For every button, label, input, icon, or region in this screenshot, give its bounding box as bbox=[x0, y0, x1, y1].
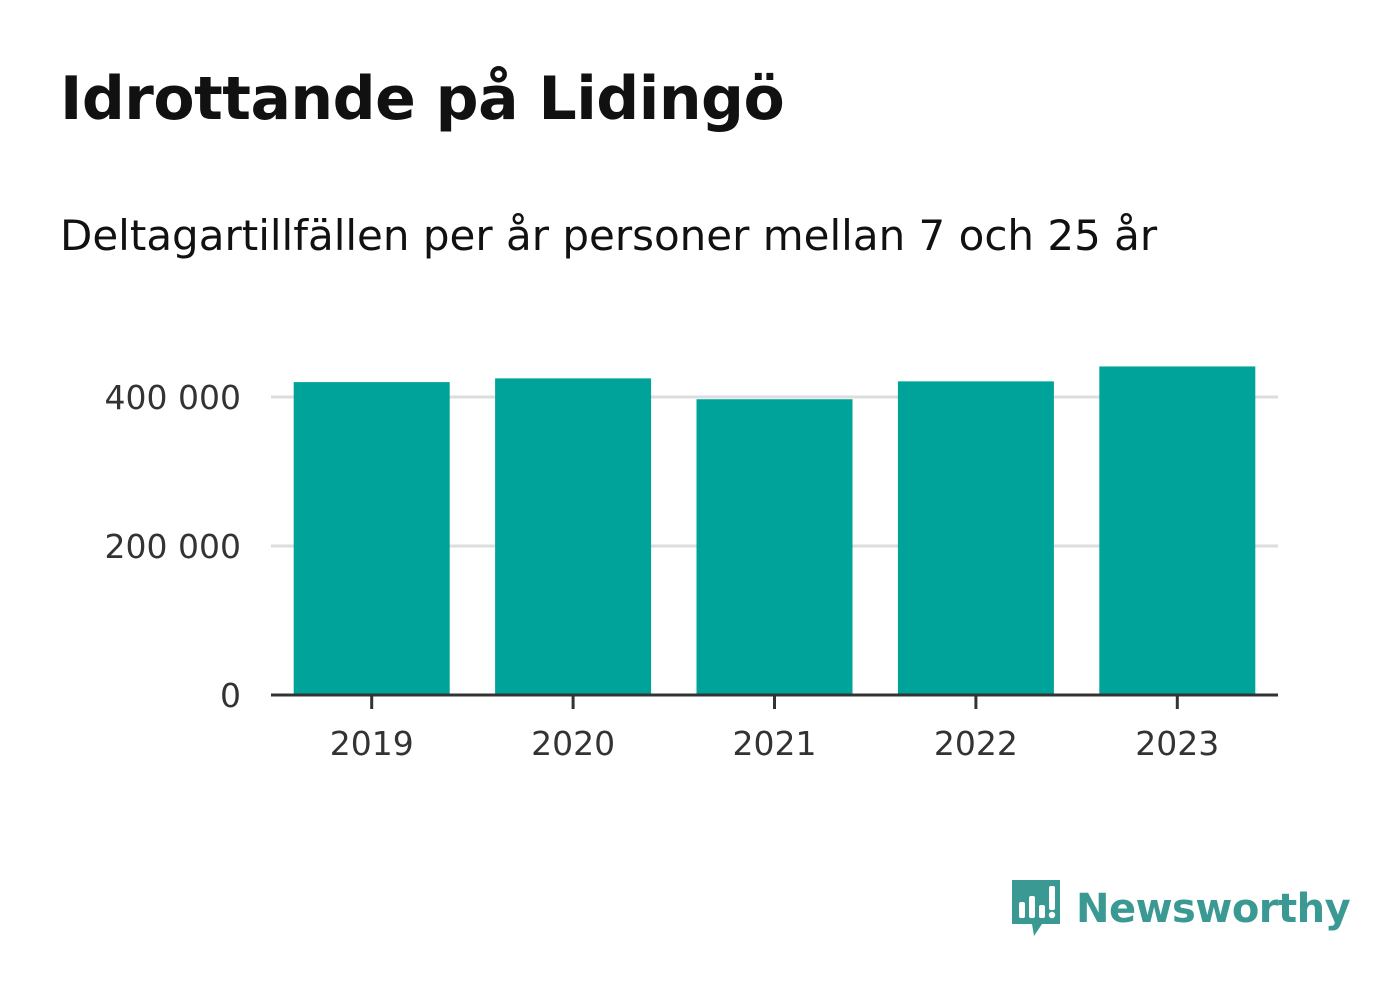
x-tick-label: 2023 bbox=[1135, 724, 1219, 763]
newsworthy-logo: Newsworthy bbox=[1010, 878, 1351, 940]
brand-name: Newsworthy bbox=[1076, 886, 1351, 932]
bar-2023 bbox=[1099, 366, 1256, 695]
y-tick-label: 200 000 bbox=[105, 527, 241, 566]
chart-title: Idrottande på Lidingö bbox=[60, 64, 785, 134]
bar-2019 bbox=[293, 382, 450, 695]
bar-2022 bbox=[897, 381, 1054, 695]
x-tick-label: 2021 bbox=[733, 724, 817, 763]
bar-chart-speech-bubble-icon bbox=[1012, 880, 1060, 936]
bar-2021 bbox=[696, 399, 853, 695]
y-tick-label: 0 bbox=[220, 676, 241, 715]
chart-subtitle: Deltagartillfällen per år personer mella… bbox=[60, 211, 1158, 260]
y-tick-label: 400 000 bbox=[105, 378, 241, 417]
x-tick-label: 2020 bbox=[531, 724, 615, 763]
x-tick-label: 2019 bbox=[330, 724, 414, 763]
bar-2020 bbox=[495, 378, 652, 695]
x-tick-label: 2022 bbox=[934, 724, 1018, 763]
